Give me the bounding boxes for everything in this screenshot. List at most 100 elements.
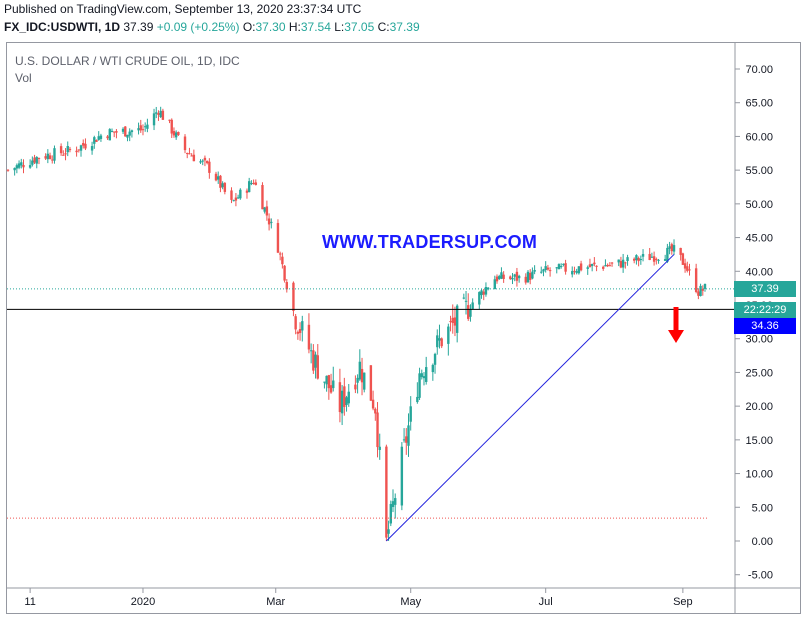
candle-body (113, 131, 116, 133)
volume-label: Vol (15, 71, 32, 85)
candle-body (236, 197, 240, 199)
candle-body (681, 253, 685, 265)
candle-body (172, 131, 176, 136)
candle-body (405, 436, 408, 443)
candle-body (666, 247, 669, 262)
candle-body (245, 190, 249, 193)
candle-body (486, 287, 490, 290)
candle-body (329, 385, 333, 393)
candle-body (517, 275, 521, 279)
candle-body (205, 160, 209, 164)
candle-body (250, 183, 253, 185)
chart-frame (6, 42, 801, 614)
y-tick-label: 40.00 (745, 266, 773, 278)
candle-body (157, 113, 160, 115)
candle-body (270, 221, 273, 223)
candle-body (425, 367, 428, 382)
close-value: 37.39 (389, 20, 420, 34)
candle-body (593, 262, 596, 265)
candle-body (641, 254, 645, 257)
trendline (386, 254, 675, 542)
candle-body (573, 270, 576, 272)
candle-body (230, 190, 233, 200)
open-label: O: (242, 20, 256, 34)
candles (6, 106, 707, 541)
candle-body (97, 136, 100, 140)
candle-body (338, 382, 342, 413)
candle-body (548, 270, 552, 272)
candle-body (515, 271, 519, 281)
candle-body (17, 163, 21, 168)
candle-body (66, 145, 69, 153)
candle-body (482, 291, 485, 295)
candle-body (394, 498, 397, 505)
y-tick-label: 0.00 (752, 536, 773, 548)
candle-body (590, 263, 594, 266)
candle-body (462, 297, 466, 299)
candle-body (652, 256, 656, 262)
candle-body (345, 397, 348, 406)
candle-body (447, 326, 450, 344)
candle-body (95, 139, 98, 142)
candle-body (407, 425, 410, 446)
candle-body (68, 148, 72, 151)
candle-body (124, 126, 127, 137)
candle-body (285, 282, 288, 290)
candle-body (663, 259, 667, 261)
candle-body (436, 335, 439, 348)
candle-body (672, 245, 676, 252)
candle-body (161, 110, 165, 120)
candle-body (683, 263, 687, 269)
candle-body (77, 149, 81, 151)
candle-body (307, 324, 311, 350)
high-value: 37.54 (300, 20, 331, 34)
candle-body (606, 264, 609, 267)
candle-body (648, 253, 651, 261)
candle-body (467, 305, 470, 319)
candle-body (369, 365, 373, 401)
candle-body (431, 364, 435, 373)
candle-body (451, 317, 454, 323)
candle-body (146, 124, 149, 129)
x-tick-label: May (400, 596, 421, 608)
candle-body (247, 181, 251, 193)
candle-body (528, 273, 532, 280)
candle-body (99, 135, 103, 139)
y-tick-label: 25.00 (745, 367, 773, 379)
candle-body (252, 182, 255, 184)
candle-body (650, 256, 654, 258)
candle-body (62, 154, 65, 156)
candle-body (281, 256, 284, 265)
candle-body (6, 169, 10, 171)
candle-body (557, 264, 561, 270)
candle-body (493, 279, 496, 290)
y-tick-label: -5.00 (748, 570, 773, 582)
candle-body (332, 380, 335, 389)
candle-body (31, 160, 34, 165)
candle-body (624, 262, 627, 264)
last-value: 37.39 (123, 20, 154, 34)
candle-body (347, 391, 350, 404)
countdown-tag: 22:22:29 (734, 302, 796, 318)
candle-body (387, 529, 390, 534)
candle-body (327, 375, 331, 389)
candle-body (183, 136, 187, 151)
candle-body (254, 182, 258, 185)
change-value: +0.09 (+0.25%) (156, 20, 240, 34)
candle-body (498, 276, 501, 280)
candle-body (374, 408, 377, 414)
candle-body (409, 406, 412, 422)
candle-body (420, 373, 423, 378)
candle-body (440, 338, 443, 347)
candle-body (323, 381, 326, 383)
candle-body (500, 272, 503, 279)
candle-body (143, 126, 147, 128)
candle-body (416, 396, 419, 403)
candle-body (455, 305, 459, 333)
low-label: L: (334, 20, 345, 34)
candle-body (610, 262, 614, 264)
y-tick-label: 55.00 (745, 165, 773, 177)
candle-body (168, 119, 171, 121)
candle-body (177, 132, 180, 136)
